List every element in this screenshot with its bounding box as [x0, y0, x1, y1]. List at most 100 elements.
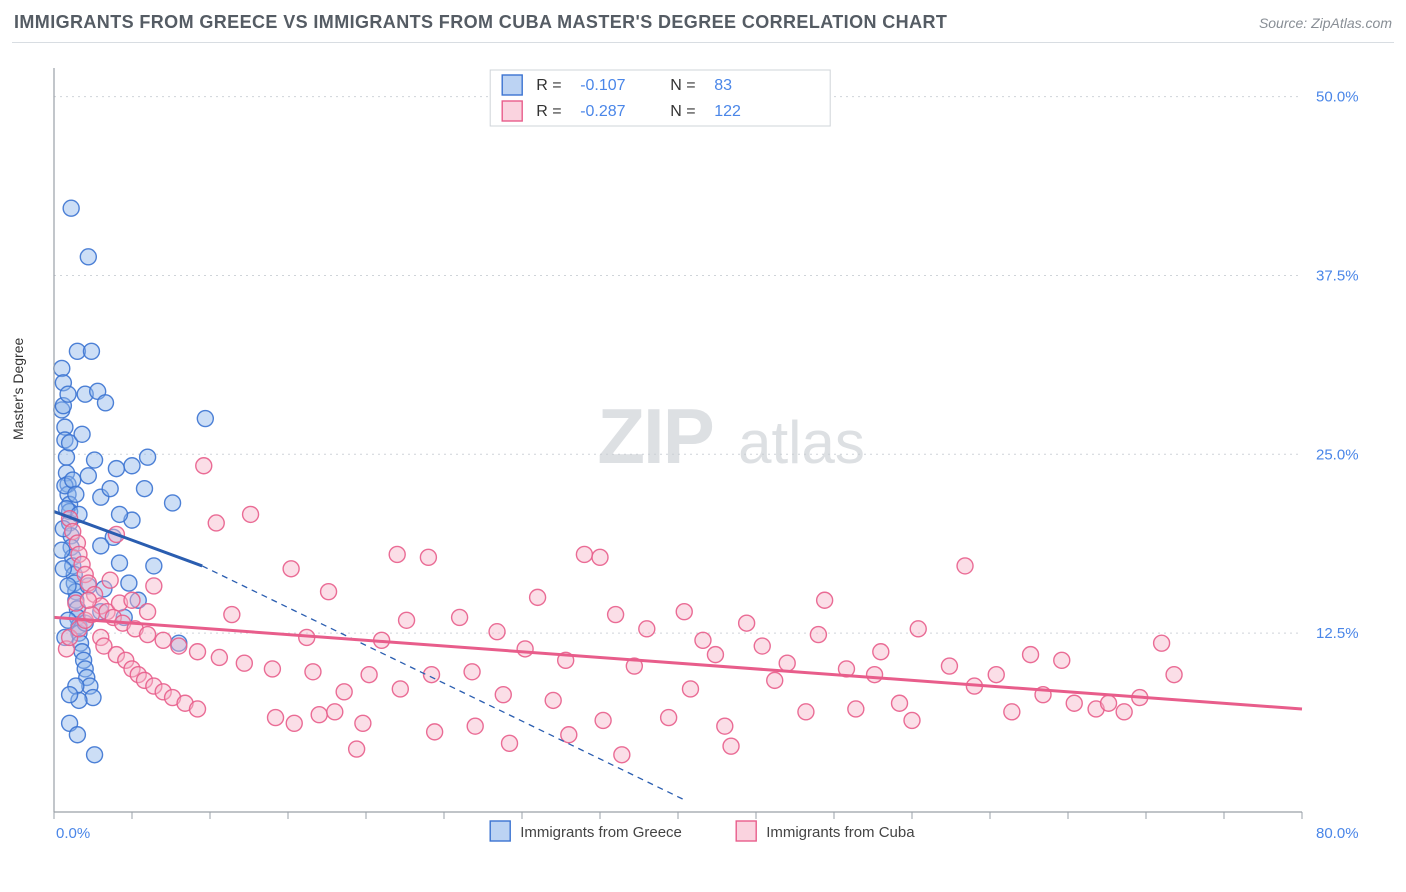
data-point — [165, 495, 181, 511]
data-point — [85, 690, 101, 706]
x-tick-label-right: 80.0% — [1316, 825, 1359, 842]
data-point — [424, 667, 440, 683]
data-point — [608, 607, 624, 623]
data-point — [54, 360, 70, 376]
data-point — [941, 658, 957, 674]
data-point — [102, 481, 118, 497]
data-point — [87, 747, 103, 763]
data-point — [427, 724, 443, 740]
data-point — [682, 681, 698, 697]
data-point — [464, 664, 480, 680]
data-point — [236, 655, 252, 671]
data-point — [305, 664, 321, 680]
watermark: ZIP — [597, 392, 712, 480]
data-point — [283, 561, 299, 577]
data-point — [1154, 635, 1170, 651]
data-point — [196, 458, 212, 474]
data-point — [197, 411, 213, 427]
data-point — [661, 710, 677, 726]
data-point — [136, 481, 152, 497]
stat-r-label: R = — [536, 77, 561, 94]
data-point — [190, 644, 206, 660]
data-point — [576, 546, 592, 562]
data-point — [155, 632, 171, 648]
data-point — [614, 747, 630, 763]
legend-swatch — [736, 821, 756, 841]
data-point — [349, 741, 365, 757]
data-point — [55, 561, 71, 577]
stat-r-value: -0.287 — [580, 103, 625, 120]
data-point — [80, 468, 96, 484]
data-point — [1066, 695, 1082, 711]
data-point — [97, 395, 113, 411]
data-point — [63, 200, 79, 216]
data-point — [502, 735, 518, 751]
data-point — [767, 672, 783, 688]
data-point — [74, 426, 90, 442]
legend-label: Immigrants from Greece — [520, 824, 682, 841]
data-point — [286, 715, 302, 731]
scatter-chart: 12.5%25.0%37.5%50.0%ZIPatlas0.0%80.0%R =… — [48, 60, 1388, 850]
watermark: atlas — [738, 409, 865, 476]
data-point — [910, 621, 926, 637]
data-point — [190, 701, 206, 717]
data-point — [355, 715, 371, 731]
header-divider — [12, 42, 1394, 43]
stat-r-value: -0.107 — [580, 77, 625, 94]
stat-n-value: 83 — [714, 77, 732, 94]
data-point — [311, 707, 327, 723]
y-tick-label: 50.0% — [1316, 89, 1359, 106]
x-tick-label-left: 0.0% — [56, 825, 90, 842]
data-point — [69, 727, 85, 743]
data-point — [707, 647, 723, 663]
data-point — [80, 592, 96, 608]
data-point — [848, 701, 864, 717]
data-point — [336, 684, 352, 700]
data-point — [723, 738, 739, 754]
data-point — [867, 667, 883, 683]
data-point — [60, 578, 76, 594]
data-point — [495, 687, 511, 703]
stat-n-value: 122 — [714, 103, 741, 120]
data-point — [545, 692, 561, 708]
data-point — [60, 386, 76, 402]
data-point — [243, 506, 259, 522]
data-point — [102, 572, 118, 588]
data-point — [817, 592, 833, 608]
data-point — [321, 584, 337, 600]
data-point — [592, 549, 608, 565]
data-point — [452, 609, 468, 625]
data-point — [892, 695, 908, 711]
data-point — [112, 506, 128, 522]
data-point — [739, 615, 755, 631]
data-point — [392, 681, 408, 697]
data-point — [873, 644, 889, 660]
data-point — [676, 604, 692, 620]
stat-r-label: R = — [536, 103, 561, 120]
data-point — [80, 249, 96, 265]
data-point — [717, 718, 733, 734]
data-point — [264, 661, 280, 677]
data-point — [1101, 695, 1117, 711]
legend-swatch — [502, 101, 522, 121]
chart-title: IMMIGRANTS FROM GREECE VS IMMIGRANTS FRO… — [14, 12, 947, 33]
y-axis-label: Master's Degree — [10, 338, 26, 440]
data-point — [695, 632, 711, 648]
data-point — [68, 486, 84, 502]
data-point — [1004, 704, 1020, 720]
data-point — [798, 704, 814, 720]
data-point — [124, 458, 140, 474]
data-point — [399, 612, 415, 628]
source-name: ZipAtlas.com — [1311, 15, 1392, 31]
data-point — [561, 727, 577, 743]
data-point — [420, 549, 436, 565]
y-tick-label: 12.5% — [1316, 625, 1359, 642]
y-tick-label: 25.0% — [1316, 446, 1359, 463]
legend-label: Immigrants from Cuba — [766, 824, 915, 841]
data-point — [639, 621, 655, 637]
data-point — [327, 704, 343, 720]
data-point — [988, 667, 1004, 683]
data-point — [224, 607, 240, 623]
data-point — [140, 604, 156, 620]
data-point — [83, 343, 99, 359]
